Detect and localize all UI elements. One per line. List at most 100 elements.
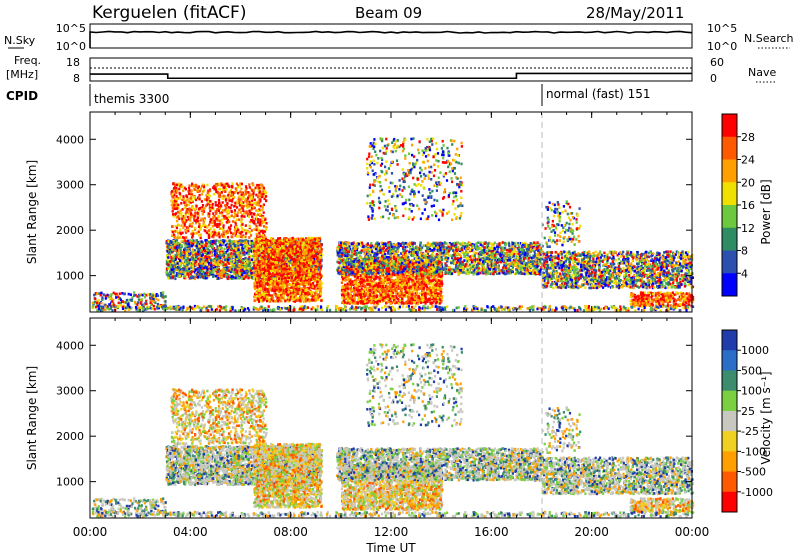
power-cell bbox=[220, 227, 223, 230]
power-cell bbox=[176, 215, 180, 218]
power-cell bbox=[243, 228, 246, 232]
power-cell bbox=[183, 236, 186, 240]
power-cell bbox=[202, 246, 206, 250]
power-cell bbox=[239, 268, 242, 271]
power-cell bbox=[194, 207, 197, 211]
power-cell bbox=[300, 283, 303, 286]
power-cell bbox=[179, 262, 182, 266]
power-cell bbox=[258, 191, 261, 195]
power-cell bbox=[217, 202, 221, 205]
power-cell bbox=[228, 199, 231, 202]
power-cell bbox=[203, 223, 206, 227]
power-cell bbox=[221, 214, 224, 217]
power-cell bbox=[246, 241, 249, 245]
power-cell bbox=[265, 266, 268, 269]
power-cell bbox=[263, 225, 266, 228]
power-cell bbox=[272, 239, 275, 242]
power-cell bbox=[212, 274, 215, 277]
power-cell bbox=[241, 273, 244, 277]
power-cell bbox=[220, 270, 224, 274]
power-cell bbox=[236, 211, 240, 214]
power-cell bbox=[302, 250, 305, 254]
power-cell bbox=[180, 254, 183, 257]
power-cell bbox=[171, 263, 174, 267]
power-cell bbox=[254, 281, 257, 284]
power-cell bbox=[182, 271, 185, 274]
power-cell bbox=[165, 240, 168, 243]
power-cell bbox=[302, 256, 305, 260]
power-cell bbox=[312, 241, 315, 245]
power-cell bbox=[305, 292, 308, 295]
power-cell bbox=[167, 251, 170, 255]
power-cell bbox=[212, 212, 215, 215]
power-cell bbox=[313, 247, 316, 250]
power-cell bbox=[278, 275, 282, 279]
power-cell bbox=[244, 273, 247, 276]
power-cell bbox=[206, 268, 209, 271]
power-cell bbox=[182, 197, 185, 200]
power-cell bbox=[222, 261, 225, 265]
power-cell bbox=[231, 191, 234, 194]
power-cell bbox=[170, 203, 173, 207]
power-cell bbox=[274, 239, 277, 242]
power-cell bbox=[247, 230, 250, 234]
power-cell bbox=[240, 269, 243, 273]
power-cell bbox=[197, 268, 200, 271]
power-cell bbox=[262, 192, 265, 196]
power-cell bbox=[187, 229, 190, 233]
power-cell bbox=[243, 239, 247, 243]
power-cell bbox=[174, 212, 178, 215]
power-cell bbox=[223, 273, 226, 277]
power-cell bbox=[299, 279, 302, 282]
power-cell bbox=[224, 204, 227, 208]
power-cell bbox=[241, 277, 244, 280]
power-cell bbox=[191, 244, 194, 248]
power-cell bbox=[226, 256, 229, 259]
power-cell bbox=[255, 272, 258, 275]
power-cell bbox=[257, 189, 260, 192]
power-cell bbox=[257, 278, 261, 281]
power-cell bbox=[165, 241, 168, 245]
power-cell bbox=[235, 255, 238, 259]
power-cell bbox=[253, 221, 256, 225]
power-cell bbox=[187, 242, 190, 246]
power-cell bbox=[290, 273, 293, 277]
power-cell bbox=[184, 187, 187, 191]
power-cell bbox=[218, 227, 222, 230]
power-cell bbox=[191, 213, 194, 217]
power-cell bbox=[251, 189, 254, 192]
power-cell bbox=[191, 248, 194, 251]
power-cell bbox=[304, 250, 307, 254]
power-cell bbox=[296, 254, 299, 258]
power-cell bbox=[233, 231, 236, 235]
power-cell bbox=[173, 203, 176, 207]
power-cell bbox=[201, 264, 205, 268]
power-cell bbox=[198, 272, 202, 275]
power-cell bbox=[248, 261, 251, 265]
power-cell bbox=[236, 270, 239, 274]
power-cell bbox=[301, 266, 304, 269]
power-cell bbox=[217, 270, 220, 273]
power-cell bbox=[232, 191, 236, 194]
power-cell bbox=[225, 203, 229, 207]
power-cell bbox=[175, 202, 178, 205]
power-cell bbox=[291, 236, 294, 240]
power-cell bbox=[225, 184, 228, 187]
power-cell bbox=[174, 253, 177, 257]
power-cell bbox=[207, 233, 210, 237]
power-cell bbox=[245, 271, 248, 275]
power-cell bbox=[262, 234, 265, 237]
power-cell bbox=[216, 268, 219, 272]
power-cell bbox=[312, 258, 315, 261]
power-cell bbox=[212, 262, 215, 265]
power-cell bbox=[229, 268, 233, 272]
power-cell bbox=[233, 247, 236, 250]
nsearch-tick-bottom: 10^0 bbox=[707, 40, 737, 53]
power-cell bbox=[189, 272, 192, 276]
power-cell bbox=[252, 183, 255, 187]
power-cell bbox=[206, 271, 209, 275]
power-cell bbox=[231, 232, 234, 236]
power-cell bbox=[216, 233, 219, 237]
power-cell bbox=[228, 239, 231, 243]
power-cell bbox=[190, 189, 193, 192]
